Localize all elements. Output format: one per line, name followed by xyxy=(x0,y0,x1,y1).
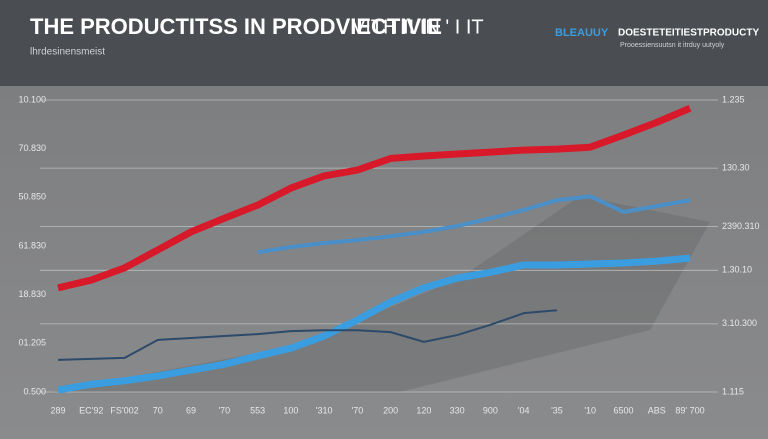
x-tick-label: '35 xyxy=(551,405,563,415)
line xyxy=(57,309,558,361)
x-tick-label: 330 xyxy=(450,405,465,415)
y2-tick-label: 3.10.300 xyxy=(722,318,757,328)
logo-subtitle: Prooessiensuutsn it itrduy uutyoly xyxy=(620,42,725,49)
y-tick-label: 01.205 xyxy=(18,338,46,348)
x-tick-label: 100 xyxy=(283,405,298,415)
y2-tick-label: 1.30.10 xyxy=(722,265,752,275)
x-tick-label: '70 xyxy=(218,405,230,415)
y2-tick-label: 130.30 xyxy=(722,163,750,173)
x-tick-label: '10 xyxy=(584,405,596,415)
line xyxy=(57,105,692,292)
line xyxy=(257,194,691,255)
logo-text: DOESTETEITIESTPRODUCTY xyxy=(618,28,759,39)
x-tick-label: 200 xyxy=(383,405,398,415)
x-tick-label: 289 xyxy=(50,405,65,415)
y-tick-label: 70.830 xyxy=(18,143,46,153)
x-tick-label: '310 xyxy=(316,405,333,415)
y-tick-label: 0.500 xyxy=(23,386,46,396)
chart-title-tail: VITH II IN ' I IT xyxy=(352,16,484,38)
y-tick-label: 61.830 xyxy=(18,240,46,250)
x-tick-label: 120 xyxy=(416,405,431,415)
x-tick-label: 69 xyxy=(186,405,196,415)
y-tick-label: 50.850 xyxy=(18,192,46,202)
line xyxy=(57,254,691,394)
x-tick-label: 6500 xyxy=(613,405,633,415)
x-tick-label: 553 xyxy=(250,405,265,415)
chart-title: THE PRODUCTITSS IN PRODVIECTIVIE xyxy=(30,14,442,39)
y-tick-label: 18.830 xyxy=(18,289,46,299)
logo: BLEAUUY xyxy=(555,27,609,39)
x-tick-label: 70 xyxy=(153,405,163,415)
x-tick-label: 89' 700 xyxy=(675,405,704,415)
x-tick-label: EC'92 xyxy=(79,405,103,415)
x-tick-label: 900 xyxy=(483,405,498,415)
y2-tick-label: 1.115 xyxy=(722,386,744,396)
x-tick-label: '70 xyxy=(352,405,364,415)
y2-tick-label: 2390.310 xyxy=(722,221,760,231)
header xyxy=(0,0,768,86)
x-tick-label: ABS xyxy=(648,405,666,415)
y-tick-label: 10.100 xyxy=(18,94,46,104)
shade xyxy=(50,196,710,392)
x-tick-label: '04 xyxy=(518,405,530,415)
y2-tick-label: 1.235 xyxy=(722,94,745,104)
chart-subtitle: lhrdesinensmeist xyxy=(30,47,105,58)
x-tick-label: FS'002 xyxy=(110,405,138,415)
